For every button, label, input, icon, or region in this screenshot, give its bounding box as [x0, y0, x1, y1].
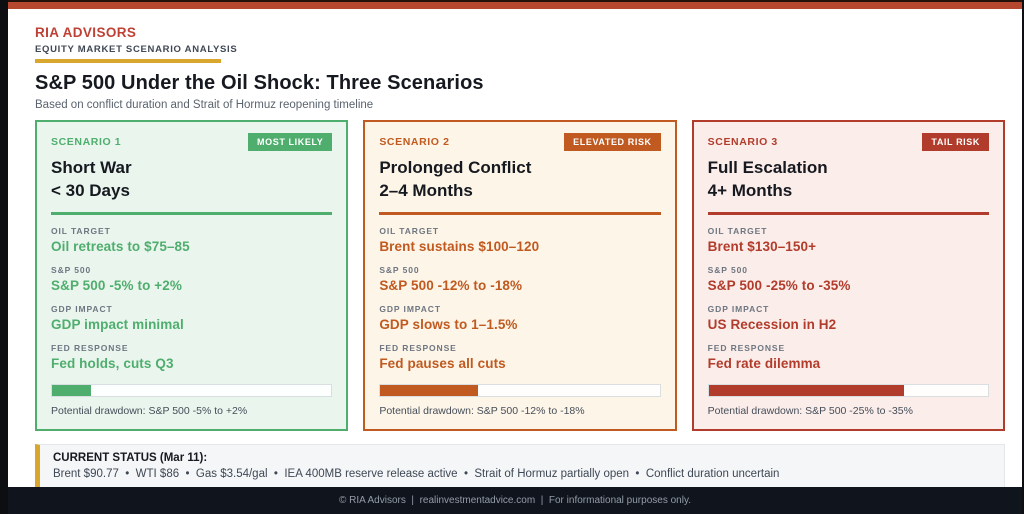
metric-oil-target: OIL TARGET Brent sustains $100–120	[379, 226, 660, 254]
card-head: SCENARIO 3 TAIL RISK	[708, 133, 989, 151]
metric-label: GDP IMPACT	[51, 303, 113, 314]
footer-text: © RIA Advisors | realinvestmentadvice.co…	[339, 495, 691, 506]
card-title: Full Escalation 4+ Months	[708, 156, 989, 203]
scenario-label: SCENARIO 3	[707, 136, 778, 148]
drawdown-bar-fill	[380, 384, 479, 396]
page-subtitle: Based on conflict duration and Strait of…	[35, 99, 374, 111]
current-status-heading: CURRENT STATUS (Mar 11):	[53, 452, 208, 464]
metric-label: OIL TARGET	[51, 225, 111, 236]
metric-label: FED RESPONSE	[379, 342, 457, 353]
drawdown-bar-track	[707, 383, 989, 397]
metric-sp500: S&P 500 S&P 500 -25% to -35%	[708, 265, 989, 293]
card-title: Prolonged Conflict 2–4 Months	[379, 156, 660, 203]
metric-value: Fed pauses all cuts	[379, 355, 506, 371]
metric-label: GDP IMPACT	[379, 303, 441, 314]
metric-label: S&P 500	[51, 264, 92, 275]
drawdown-note: Potential drawdown: S&P 500 -25% to -35%	[707, 404, 913, 417]
metric-value: Brent $130–150+	[707, 238, 817, 254]
metric-value: S&P 500 -25% to -35%	[707, 277, 851, 293]
scenario-label: SCENARIO 1	[51, 136, 122, 148]
metric-sp500: S&P 500 S&P 500 -5% to +2%	[51, 265, 332, 293]
footer-bar: © RIA Advisors | realinvestmentadvice.co…	[8, 487, 1022, 514]
metric-fed-response: FED RESPONSE Fed rate dilemma	[708, 343, 989, 371]
drawdown-bar-fill	[52, 384, 92, 396]
top-accent-bar	[8, 0, 1022, 9]
card-title-line1: Full Escalation	[707, 158, 828, 177]
metric-sp500: S&P 500 S&P 500 -12% to -18%	[379, 265, 660, 293]
drawdown-note: Potential drawdown: S&P 500 -5% to +2%	[51, 404, 248, 417]
scenario-card-full-escalation: SCENARIO 3 TAIL RISK Full Escalation 4+ …	[691, 120, 1005, 431]
card-head: SCENARIO 2 ELEVATED RISK	[379, 133, 661, 151]
metric-label: S&P 500	[707, 264, 748, 275]
metric-value: S&P 500 -12% to -18%	[379, 277, 523, 293]
risk-badge: TAIL RISK	[922, 133, 989, 151]
infographic-frame: RIA ADVISORS EQUITY MARKET SCENARIO ANAL…	[8, 0, 1022, 514]
metric-gdp-impact: GDP IMPACT GDP impact minimal	[51, 304, 332, 332]
metric-value: S&P 500 -5% to +2%	[51, 277, 182, 293]
risk-badge: ELEVATED RISK	[564, 133, 661, 151]
metric-label: S&P 500	[379, 264, 420, 275]
card-title-line2: 2–4 Months	[379, 181, 473, 201]
metric-oil-target: OIL TARGET Brent $130–150+	[708, 226, 989, 254]
metric-value: Brent sustains $100–120	[379, 238, 540, 254]
brand-name: RIA ADVISORS	[35, 25, 137, 40]
card-head: SCENARIO 1 MOST LIKELY	[51, 133, 333, 151]
scenario-cards-row: SCENARIO 1 MOST LIKELY Short War < 30 Da…	[35, 120, 1005, 431]
metric-gdp-impact: GDP IMPACT US Recession in H2	[708, 304, 989, 332]
gold-underline	[35, 59, 221, 63]
drawdown-bar-fill	[708, 384, 905, 396]
risk-badge: MOST LIKELY	[248, 133, 333, 151]
metric-value: GDP impact minimal	[51, 316, 184, 332]
metric-value: GDP slows to 1–1.5%	[379, 316, 518, 332]
metric-label: FED RESPONSE	[707, 342, 786, 353]
page-title: S&P 500 Under the Oil Shock: Three Scena…	[35, 72, 484, 94]
current-status-box: CURRENT STATUS (Mar 11): Brent $90.77 • …	[35, 444, 1005, 489]
metric-oil-target: OIL TARGET Oil retreats to $75–85	[51, 226, 332, 254]
card-title-line1: Prolonged Conflict	[379, 158, 532, 177]
metric-value: US Recession in H2	[707, 316, 837, 332]
metric-label: FED RESPONSE	[51, 342, 129, 353]
drawdown-bar-track	[51, 383, 333, 397]
metric-value: Fed holds, cuts Q3	[51, 355, 174, 371]
metric-gdp-impact: GDP IMPACT GDP slows to 1–1.5%	[379, 304, 660, 332]
card-divider	[51, 211, 333, 215]
card-title-line2: < 30 Days	[51, 181, 130, 201]
current-status-detail: Brent $90.77 • WTI $86 • Gas $3.54/gal •…	[53, 468, 780, 480]
metric-label: OIL TARGET	[707, 225, 768, 236]
card-divider	[379, 211, 661, 215]
brand-tagline: EQUITY MARKET SCENARIO ANALYSIS	[35, 44, 238, 55]
scenario-card-prolonged-conflict: SCENARIO 2 ELEVATED RISK Prolonged Confl…	[363, 120, 677, 431]
card-title-line1: Short War	[51, 158, 132, 177]
scenario-card-short-war: SCENARIO 1 MOST LIKELY Short War < 30 Da…	[35, 120, 349, 431]
header: RIA ADVISORS EQUITY MARKET SCENARIO ANAL…	[8, 9, 1022, 111]
metric-fed-response: FED RESPONSE Fed pauses all cuts	[379, 343, 660, 371]
scenario-label: SCENARIO 2	[379, 136, 450, 148]
metric-fed-response: FED RESPONSE Fed holds, cuts Q3	[51, 343, 332, 371]
card-title: Short War < 30 Days	[51, 156, 332, 203]
metric-label: GDP IMPACT	[707, 303, 770, 314]
card-divider	[707, 211, 989, 215]
drawdown-note: Potential drawdown: S&P 500 -12% to -18%	[379, 404, 585, 417]
drawdown-bar-track	[379, 383, 661, 397]
card-title-line2: 4+ Months	[707, 181, 793, 201]
metric-value: Oil retreats to $75–85	[51, 238, 190, 254]
metric-label: OIL TARGET	[379, 225, 440, 236]
metric-value: Fed rate dilemma	[707, 355, 821, 371]
